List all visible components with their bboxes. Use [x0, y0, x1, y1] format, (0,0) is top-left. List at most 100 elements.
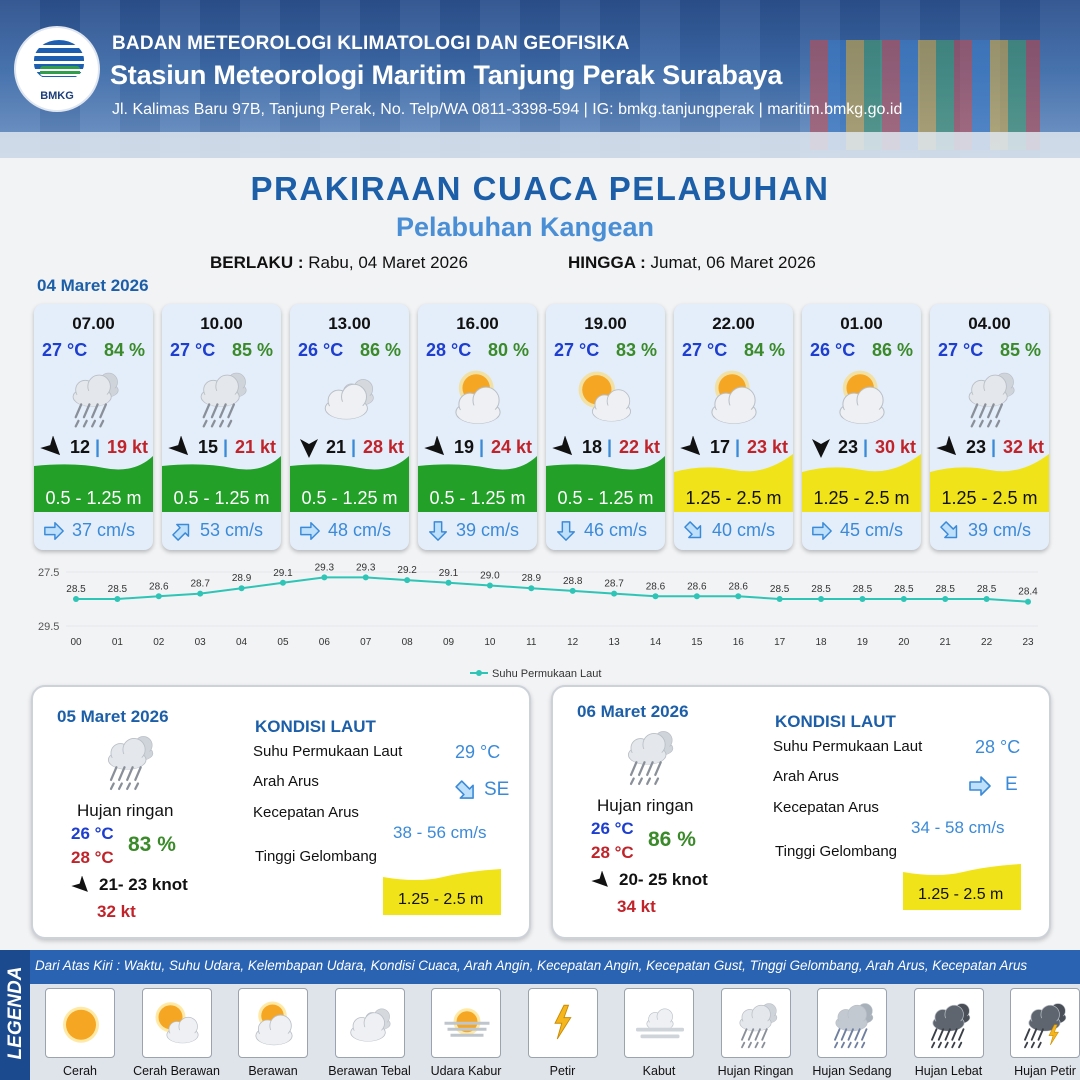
sst-data-point — [279, 579, 286, 586]
day-gust-speed: 32 kt — [97, 902, 136, 921]
wind-direction-icon — [40, 435, 61, 456]
weather-condition — [696, 366, 772, 430]
light-rain-icon — [627, 731, 674, 786]
wind-info: 21 | 28 kt — [296, 436, 404, 460]
gust-speed: 22 kt — [618, 437, 660, 457]
forecast-time: 07.00 — [72, 314, 115, 333]
sst-data-point — [818, 596, 825, 602]
current-info: 46 cm/s — [554, 518, 658, 544]
wind-separator: | — [90, 437, 101, 457]
legend-description-bar: Dari Atas Kiri : Waktu, Suhu Udara, Kele… — [30, 950, 1080, 984]
humidity: 84 % — [743, 340, 785, 360]
current-speed: 39 cm/s — [968, 520, 1032, 540]
wind-arrow — [552, 435, 578, 460]
wind-speed: 17 | — [710, 437, 740, 458]
humidity: 84 % — [103, 340, 145, 360]
hourly-card: 19.00 27 °C 83 % 18 | 22 kt 0.5 - 1.25 m… — [546, 304, 665, 550]
day-weather-icon — [93, 729, 165, 793]
haze-icon — [444, 1008, 490, 1037]
current-arrow — [810, 520, 834, 542]
weather-condition — [312, 366, 388, 430]
sst-data-point — [569, 587, 576, 594]
current-info: 45 cm/s — [810, 518, 914, 544]
sst-data-point — [155, 593, 162, 600]
wind-separator: | — [986, 437, 997, 457]
x-tick-label: 00 — [70, 637, 82, 648]
x-tick-label: 06 — [319, 637, 331, 648]
day-current-arrow — [453, 779, 479, 803]
x-tick-label: 09 — [443, 637, 455, 648]
wind-direction-icon — [424, 435, 445, 456]
legend-marker — [476, 670, 482, 676]
legend-icon-box — [624, 988, 694, 1058]
legend-icon-box — [238, 988, 308, 1058]
hourly-card: 22.00 27 °C 84 % 17 | 23 kt 1.25 - 2.5 m… — [674, 304, 793, 550]
sunny-icon — [63, 1006, 99, 1043]
sst-data-point — [776, 596, 783, 602]
legend-item: Cerah Berawan — [133, 988, 220, 1078]
day-min-temperature: 26 °C — [71, 824, 114, 843]
sst-data-label: 28.9 — [232, 573, 252, 584]
wind-speed: 18 | — [582, 437, 612, 458]
day-current-arrow — [967, 774, 993, 798]
forecast-time: 01.00 — [840, 314, 883, 333]
x-tick-label: 12 — [567, 637, 579, 648]
wind-direction-icon — [552, 435, 573, 456]
wave-height-shape — [34, 456, 153, 512]
current-direction-icon — [812, 522, 832, 540]
x-tick-label: 19 — [857, 637, 869, 648]
wave-height-shape — [674, 454, 793, 512]
valid-from: BERLAKU : Rabu, 04 Maret 2026 — [210, 253, 468, 273]
sst-data-point — [735, 593, 742, 600]
wind-direction-icon — [936, 435, 957, 456]
x-tick-label: 20 — [898, 637, 910, 648]
day-wave-shape — [903, 864, 1021, 910]
sst-data-point — [942, 596, 949, 602]
sst-data-label: 28.6 — [729, 581, 749, 592]
wave-height-shape — [802, 454, 921, 512]
sst-value: 28 °C — [975, 737, 1021, 757]
light-rain-icon — [72, 372, 119, 428]
sst-data-point — [1025, 598, 1031, 605]
agency-name: BADAN METEOROLOGI KLIMATOLOGI DAN GEOFIS… — [112, 33, 630, 54]
day-min-temperature: 26 °C — [591, 819, 634, 838]
gust-speed: 21 kt — [234, 437, 276, 457]
sst-data-point — [238, 585, 245, 592]
air-temperature: 27 °C — [682, 340, 728, 360]
weather-condition — [824, 366, 900, 430]
legend-item: Udara Kabur — [429, 988, 503, 1078]
legend-item: Hujan Lebat — [912, 988, 986, 1078]
light-rain-icon — [738, 1003, 777, 1049]
heavy-rain-icon — [930, 1003, 970, 1049]
cloudy-icon — [711, 370, 757, 424]
current-info: 37 cm/s — [42, 518, 146, 544]
x-tick-label: 11 — [526, 637, 537, 648]
light-rain-icon — [107, 736, 154, 791]
wind-arrow — [168, 435, 194, 460]
legend-side: LEGENDA — [0, 950, 30, 1080]
current-speed-value: 34 - 58 cm/s — [911, 818, 1005, 837]
sst-data-label: 29.1 — [439, 568, 459, 579]
valid-to-label: HINGGA : — [568, 253, 646, 272]
current-direction-icon — [429, 521, 447, 541]
legend-item: Hujan Ringan — [718, 988, 793, 1078]
forecast-time: 10.00 — [200, 314, 243, 333]
wind-direction-icon — [812, 439, 830, 458]
x-tick-label: 13 — [609, 637, 621, 648]
day-humidity: 83 % — [128, 833, 176, 856]
wind-direction-icon — [591, 870, 608, 887]
wave-height-label: Tinggi Gelombang — [775, 843, 898, 860]
air-temperature: 27 °C — [938, 340, 984, 360]
x-tick-label: 03 — [195, 637, 207, 648]
partly-cloudy-icon — [578, 371, 632, 422]
wind-speed: 21 | — [326, 437, 356, 458]
current-speed: 37 cm/s — [72, 520, 136, 540]
legend-item-label: Udara Kabur — [430, 1064, 502, 1078]
current-direction-icon — [172, 523, 190, 541]
thick-cloudy-icon — [324, 379, 374, 420]
valid-from-value: Rabu, 04 Maret 2026 — [308, 253, 468, 272]
current-speed-label: Kecepatan Arus — [773, 799, 879, 816]
forecast-time: 16.00 — [456, 314, 499, 333]
logo-wave-icon — [40, 66, 80, 76]
legend-icon-box — [431, 988, 501, 1058]
